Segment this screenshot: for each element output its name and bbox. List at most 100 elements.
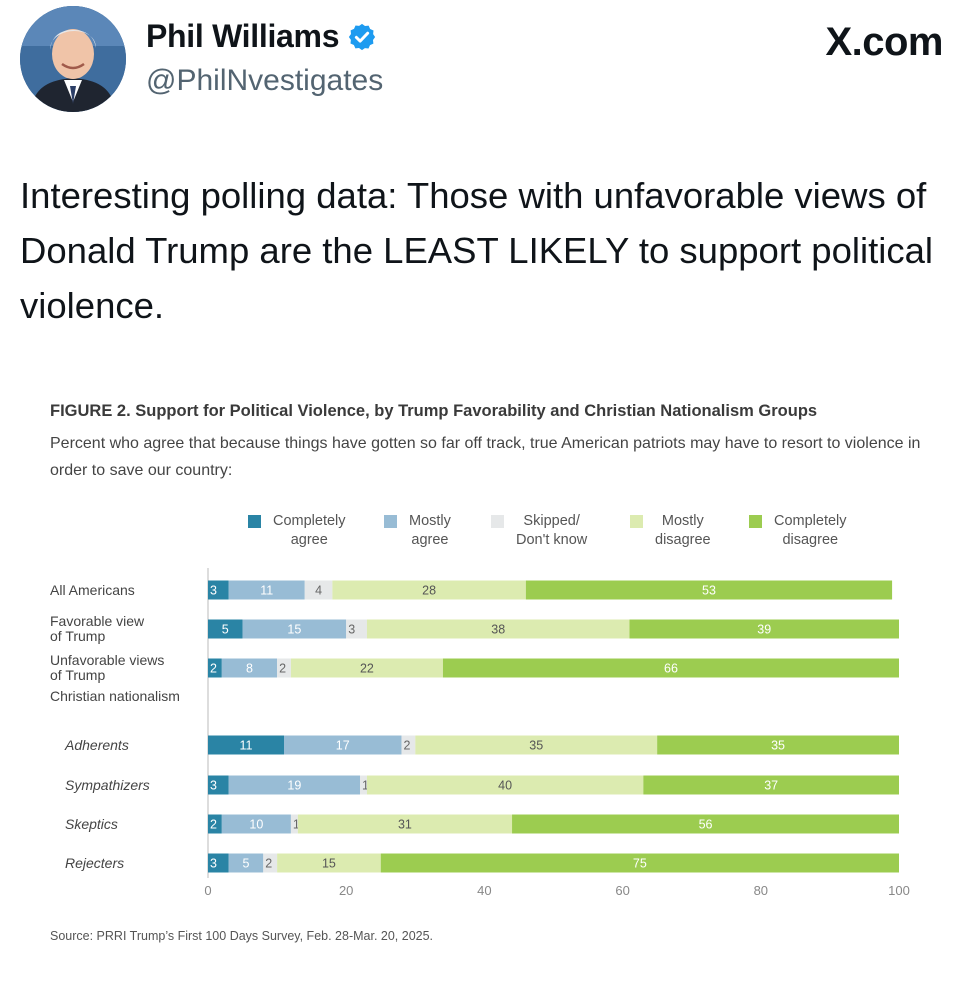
data-label: 56 bbox=[699, 818, 713, 832]
tweet-text: Interesting polling data: Those with unf… bbox=[20, 175, 934, 326]
legend-label: Mostly disagree bbox=[655, 513, 711, 548]
bar-segment bbox=[221, 814, 291, 834]
legend-label: Mostly agree bbox=[409, 513, 451, 548]
bar-segment bbox=[208, 658, 222, 678]
bar-segment bbox=[512, 814, 899, 834]
data-label: 11 bbox=[240, 739, 253, 753]
bar-segment bbox=[525, 580, 893, 600]
bar-segment bbox=[304, 580, 333, 600]
data-label: 2 bbox=[210, 818, 217, 832]
data-label: 75 bbox=[633, 857, 647, 871]
legend-swatch bbox=[384, 515, 397, 528]
x-tick-label: 40 bbox=[477, 883, 491, 898]
data-label: 22 bbox=[360, 662, 374, 676]
bar-segment bbox=[228, 580, 305, 600]
category-label: Favorable view of Trump bbox=[50, 613, 145, 644]
data-label: 2 bbox=[403, 739, 410, 753]
bar-segment bbox=[415, 735, 658, 755]
figure-source: Source: PRRI Trump’s First 100 Days Surv… bbox=[50, 929, 434, 943]
category-label-line: Rejecters bbox=[65, 855, 124, 871]
legend-label: Skipped/ Don't know bbox=[516, 513, 588, 548]
x-tick-label: 60 bbox=[615, 883, 629, 898]
x-tick-label: 80 bbox=[754, 883, 768, 898]
bar-segment bbox=[401, 735, 416, 755]
category-label-line: Skeptics bbox=[65, 816, 118, 832]
chart-legend: Completely agree Mostly agree Skipped/ D… bbox=[248, 512, 898, 556]
data-label: 17 bbox=[336, 739, 350, 753]
category-label: Rejecters bbox=[65, 855, 124, 871]
bar-segment bbox=[657, 735, 899, 755]
bar-segment bbox=[366, 619, 630, 639]
legend-swatch bbox=[248, 515, 261, 528]
data-label: 66 bbox=[664, 662, 678, 676]
bar-segment bbox=[643, 775, 899, 795]
bar-segment bbox=[360, 775, 367, 795]
category-label-line: of Trump bbox=[50, 628, 105, 644]
data-label: 39 bbox=[757, 623, 771, 637]
data-label: 53 bbox=[702, 584, 716, 598]
bar-segment bbox=[208, 619, 243, 639]
data-label: 35 bbox=[529, 739, 543, 753]
data-label: 38 bbox=[491, 623, 505, 637]
data-label: 37 bbox=[764, 779, 778, 793]
profile-photo bbox=[20, 6, 126, 112]
data-label: 11 bbox=[260, 584, 273, 598]
bar-segment bbox=[208, 580, 229, 600]
data-label: 15 bbox=[287, 623, 301, 637]
category-label: Skeptics bbox=[65, 816, 118, 832]
category-label-line: All Americans bbox=[50, 582, 135, 598]
data-label: 5 bbox=[243, 857, 250, 871]
bar-segment bbox=[366, 775, 644, 795]
data-label: 28 bbox=[422, 584, 436, 598]
bar-segment bbox=[290, 814, 298, 834]
category-label-line: Adherents bbox=[64, 737, 129, 753]
site-watermark: X.com bbox=[825, 20, 943, 64]
bar-segment bbox=[284, 735, 402, 755]
data-label: 1 bbox=[293, 818, 300, 832]
legend-item-skipped: Skipped/ Don't know bbox=[491, 512, 587, 550]
bar-segment bbox=[277, 658, 291, 678]
author-handle[interactable]: @PhilNvestigates bbox=[146, 64, 384, 97]
tweet-header: Phil Williams @PhilNvestigates X.com bbox=[20, 6, 943, 116]
data-label: 15 bbox=[322, 857, 336, 871]
data-label: 40 bbox=[498, 779, 512, 793]
bar-segment bbox=[297, 814, 513, 834]
bar-segment bbox=[277, 853, 381, 873]
data-label: 4 bbox=[315, 584, 322, 598]
category-label: All Americans bbox=[50, 582, 135, 598]
category-label-line: Favorable view bbox=[50, 613, 145, 629]
legend-item-completely-agree: Completely agree bbox=[248, 512, 346, 550]
category-label: Adherents bbox=[64, 737, 129, 753]
bar-segment bbox=[442, 658, 899, 678]
bar-segment bbox=[346, 619, 367, 639]
category-label: Sympathizers bbox=[65, 777, 150, 793]
data-label: 5 bbox=[222, 623, 229, 637]
data-label: 3 bbox=[348, 623, 355, 637]
data-label: 31 bbox=[398, 818, 412, 832]
legend-label: Completely agree bbox=[273, 513, 346, 548]
data-label: 3 bbox=[210, 779, 217, 793]
data-label: 19 bbox=[287, 779, 301, 793]
x-tick-label: 0 bbox=[204, 883, 211, 898]
legend-item-completely-disagree: Completely disagree bbox=[749, 512, 847, 550]
category-label: Unfavorable views of Trump bbox=[50, 652, 164, 683]
data-label: 2 bbox=[210, 662, 217, 676]
data-label: 3 bbox=[210, 857, 217, 871]
category-label-line: Sympathizers bbox=[65, 777, 150, 793]
x-tick-label: 20 bbox=[339, 883, 353, 898]
bar-segment bbox=[629, 619, 899, 639]
avatar[interactable] bbox=[20, 6, 126, 112]
legend-item-mostly-disagree: Mostly disagree bbox=[630, 512, 711, 550]
bar-segment bbox=[332, 580, 526, 600]
bar-segment bbox=[208, 735, 285, 755]
bar-segment bbox=[228, 775, 361, 795]
bar-segment bbox=[208, 775, 229, 795]
bar-segment bbox=[263, 853, 278, 873]
figure-title: FIGURE 2. Support for Political Violence… bbox=[50, 402, 818, 420]
group-label: Christian nationalism bbox=[50, 688, 180, 704]
data-label: 2 bbox=[265, 857, 272, 871]
author-name[interactable]: Phil Williams bbox=[146, 18, 340, 54]
legend-swatch bbox=[749, 515, 762, 528]
verified-badge-icon bbox=[349, 23, 376, 50]
